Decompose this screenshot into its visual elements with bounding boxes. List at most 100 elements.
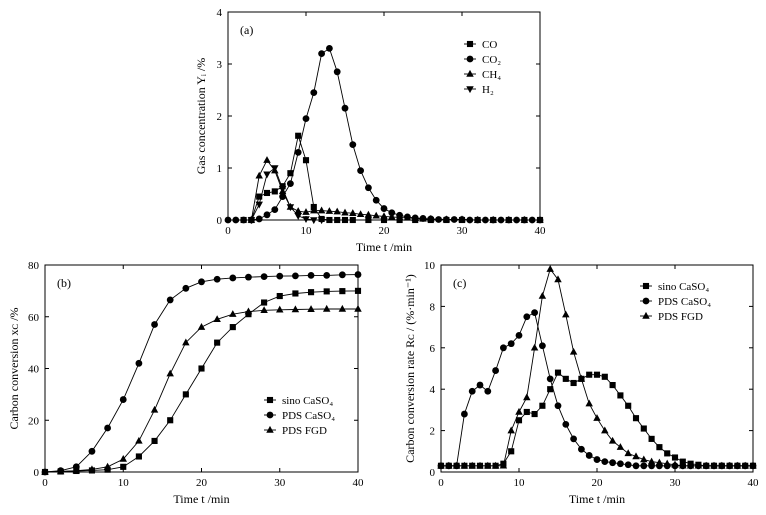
data-point	[702, 461, 710, 469]
data-point	[240, 216, 248, 224]
data-point	[260, 306, 268, 314]
data-point	[287, 170, 294, 177]
legend-label: CH₄	[482, 69, 501, 81]
data-point	[569, 347, 578, 355]
series-0	[41, 287, 362, 476]
x-tick-label: 20	[379, 225, 391, 237]
data-point	[334, 216, 341, 224]
data-point	[182, 391, 189, 398]
data-point	[380, 205, 388, 212]
legend-marker	[266, 425, 274, 433]
data-point	[322, 304, 331, 312]
data-point	[624, 461, 632, 469]
data-point	[640, 462, 648, 470]
data-point	[489, 215, 497, 223]
data-point	[354, 271, 362, 278]
data-point	[577, 374, 586, 382]
data-point	[718, 461, 726, 469]
data-point	[292, 290, 299, 297]
data-point	[166, 296, 174, 304]
data-point	[119, 454, 127, 462]
data-point	[484, 461, 492, 469]
y-axis-label: Carbon conversion xᴄ /%	[7, 307, 21, 429]
data-point	[632, 415, 640, 422]
data-point	[365, 184, 372, 192]
data-point	[232, 216, 240, 224]
data-point	[357, 167, 364, 175]
data-point	[452, 461, 461, 469]
data-point	[349, 209, 357, 216]
y-axis-label: Gas concentration Yᵢ /%	[194, 58, 208, 174]
data-point	[505, 215, 513, 223]
data-point	[531, 410, 538, 418]
data-point	[458, 215, 466, 223]
data-point	[656, 444, 663, 451]
panel-tag: (c)	[453, 276, 466, 290]
data-point	[523, 408, 530, 416]
data-point	[323, 271, 331, 279]
data-point	[395, 213, 404, 221]
data-point	[442, 215, 451, 223]
data-point	[523, 313, 531, 321]
data-point	[608, 436, 617, 444]
data-point	[671, 460, 679, 468]
data-point	[539, 402, 546, 409]
data-point	[302, 216, 310, 224]
data-point	[515, 417, 523, 424]
data-point	[562, 375, 569, 382]
series-line	[44, 290, 359, 473]
data-point	[326, 216, 333, 224]
data-point	[103, 462, 112, 470]
data-point	[380, 216, 388, 224]
data-point	[263, 211, 271, 219]
data-point	[318, 50, 325, 57]
data-point	[263, 189, 271, 197]
data-point	[515, 331, 523, 339]
series-3	[247, 165, 326, 225]
data-point	[341, 104, 349, 112]
data-point	[255, 171, 263, 179]
data-point	[679, 461, 687, 469]
data-point	[515, 407, 523, 415]
data-point	[547, 386, 554, 393]
data-point	[88, 465, 96, 473]
data-point	[349, 216, 356, 224]
series-2	[247, 156, 544, 223]
data-point	[150, 405, 159, 413]
data-point	[625, 402, 632, 409]
data-point	[388, 209, 396, 217]
data-point	[647, 457, 656, 465]
data-point	[694, 461, 703, 469]
data-point	[302, 208, 310, 215]
data-point	[271, 206, 279, 214]
data-point	[562, 310, 570, 318]
data-point	[333, 68, 341, 76]
data-point	[609, 459, 616, 467]
data-point	[307, 305, 315, 312]
series-1	[41, 271, 362, 476]
data-point	[461, 410, 468, 418]
data-point	[339, 288, 346, 295]
data-point	[546, 265, 554, 272]
legend-label: H₂	[482, 84, 494, 96]
data-point	[247, 217, 256, 225]
data-point	[499, 461, 508, 469]
data-point	[538, 291, 547, 299]
data-point	[530, 343, 539, 351]
data-point	[341, 208, 349, 216]
data-point	[523, 393, 531, 401]
data-point	[593, 456, 601, 463]
data-point	[263, 156, 271, 163]
data-point	[617, 392, 624, 399]
data-point	[213, 315, 221, 323]
data-point	[648, 435, 655, 442]
y-tick-label: 2	[430, 426, 436, 438]
y-tick-label: 0	[430, 467, 436, 479]
x-tick-label: 10	[514, 477, 526, 489]
data-point	[609, 382, 616, 389]
data-point	[88, 447, 96, 455]
data-point	[135, 453, 142, 460]
panel-a: 0 10 20 30 40 0 1 2 3 4 Time t /min Gas concentrati…	[194, 7, 546, 254]
data-point	[507, 340, 515, 348]
series-line	[250, 159, 540, 221]
